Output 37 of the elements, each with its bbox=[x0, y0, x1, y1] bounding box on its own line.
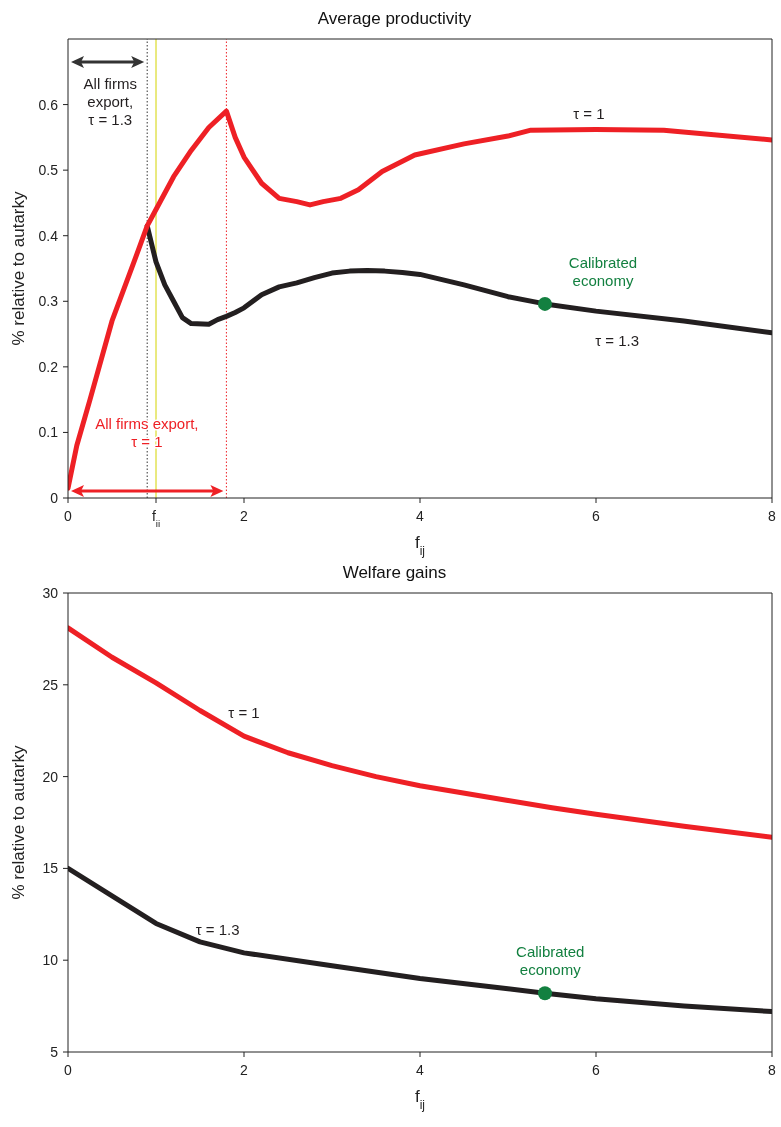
x-tick-label: 2 bbox=[240, 508, 249, 524]
x-tick-label: 2 bbox=[240, 1062, 249, 1078]
y-tick-label: 0.3 bbox=[38, 293, 59, 310]
chart-title: Average productivity bbox=[316, 8, 473, 30]
annotation: Calibrated economy bbox=[516, 943, 585, 978]
x-tick-label: 8 bbox=[768, 508, 777, 524]
x-tick-label: 4 bbox=[416, 1062, 425, 1078]
annotation: τ = 1 bbox=[573, 105, 605, 123]
y-tick-label: 15 bbox=[42, 860, 59, 877]
y-tick-label: 20 bbox=[42, 768, 59, 785]
x-tick-label: 4 bbox=[416, 508, 425, 524]
y-axis-title: % relative to autarky bbox=[9, 745, 28, 900]
annotation: Calibrated economy bbox=[568, 254, 638, 290]
annotation: τ = 1.3 bbox=[595, 331, 640, 349]
y-tick-label: 25 bbox=[42, 676, 59, 693]
y-tick-label: 0.2 bbox=[38, 358, 59, 375]
chart-title: Welfare gains bbox=[341, 562, 448, 584]
x-tick-label: 0 bbox=[64, 508, 73, 524]
annotation: All firms export, τ = 1.3 bbox=[83, 75, 137, 129]
y-tick-label: 0.5 bbox=[38, 162, 59, 179]
y-tick-label: 0.1 bbox=[38, 424, 59, 441]
x-tick-label: 8 bbox=[768, 1062, 777, 1078]
y-axis-title: % relative to autarky bbox=[9, 191, 28, 346]
x-tick-label: 0 bbox=[64, 1062, 73, 1078]
y-tick-label: 5 bbox=[50, 1044, 59, 1060]
x-tick-label: 6 bbox=[592, 508, 601, 524]
y-tick-label: 0 bbox=[50, 490, 59, 506]
x-axis-title: f$_{ij}$ bbox=[414, 533, 426, 558]
annotation: τ = 1 bbox=[228, 704, 260, 722]
y-tick-label: 0.6 bbox=[38, 96, 59, 113]
annotation: τ = 1.3 bbox=[195, 920, 240, 938]
y-tick-label: 30 bbox=[42, 585, 59, 601]
x-tick-label: f$_{ii}$ bbox=[151, 508, 161, 529]
x-tick-label: 6 bbox=[592, 1062, 601, 1078]
y-tick-label: 0.4 bbox=[38, 227, 59, 244]
x-axis-title: f$_{ij}$ bbox=[414, 1087, 426, 1112]
y-tick-label: 10 bbox=[42, 952, 59, 969]
